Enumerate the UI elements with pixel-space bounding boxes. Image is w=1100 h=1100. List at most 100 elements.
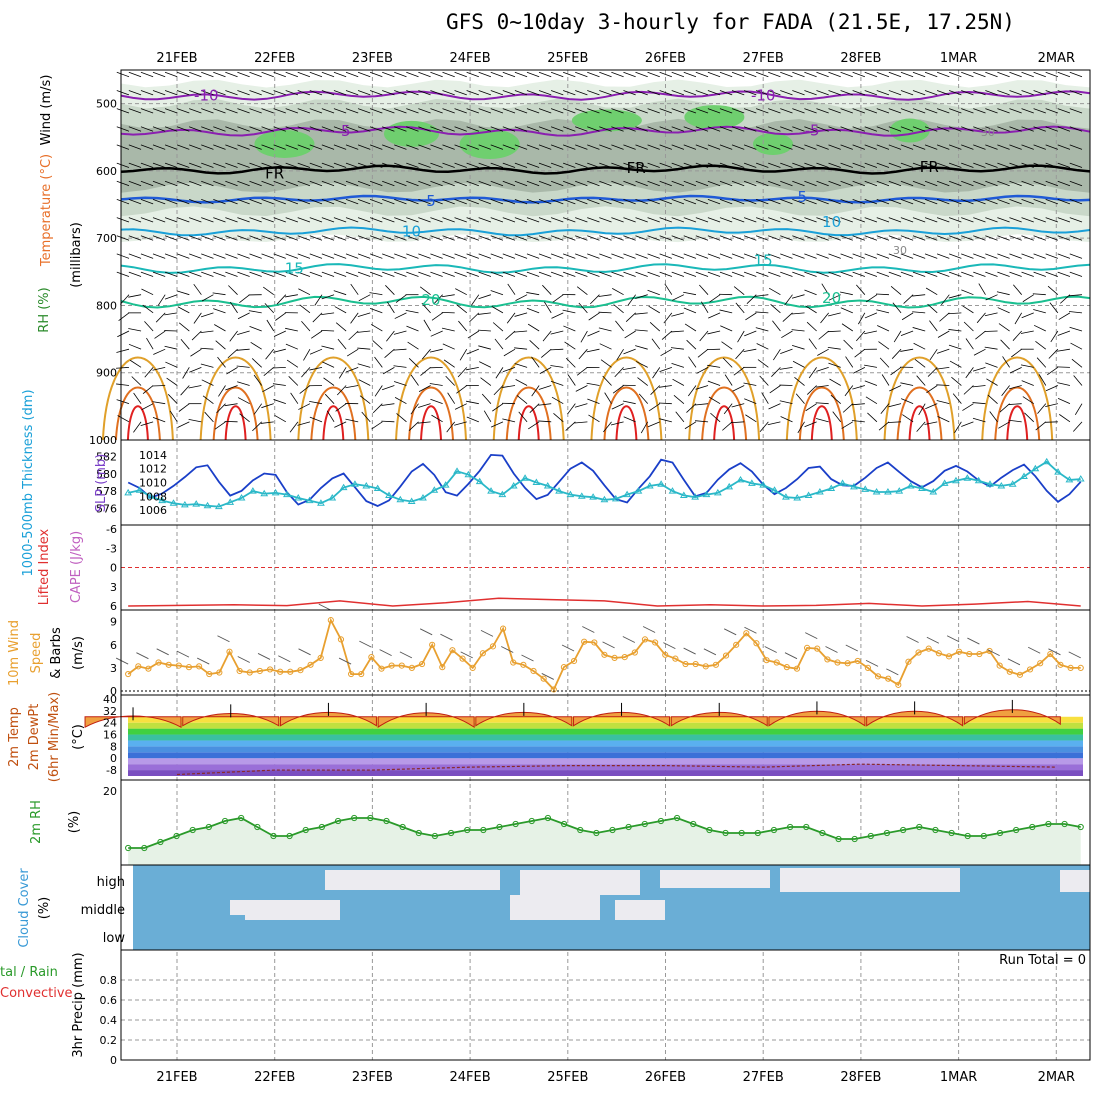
thickness-line-point [1065,475,1074,483]
wind-barb [670,330,684,333]
wind-barb [116,383,130,386]
wind-barb [1057,253,1071,259]
surface-wind-barb [237,656,250,663]
wind-barb [780,162,793,168]
isotherm-35-loop [517,405,540,441]
wind-barb [828,199,841,205]
wind-barb [900,199,914,205]
wind-barb [929,348,938,361]
wind-barb [844,385,854,397]
wind-barb [900,398,914,405]
temp-color-band [128,764,1083,771]
surface-wind-barb [703,648,717,656]
wind-barb [808,338,817,350]
wind-barb [961,180,974,187]
wind-barb [806,321,817,332]
wind-barb [323,377,335,386]
wind-barb [345,90,359,96]
wind-barb [695,403,709,406]
wind-barb [924,271,938,277]
wind-barb [1033,162,1046,168]
wind-barb [201,90,214,96]
wind-barb [1057,235,1071,241]
wind-barb [285,271,299,277]
wind-barb [478,108,492,114]
wind-barb [563,325,576,332]
wind-barb [394,90,407,96]
wind-barb [128,271,142,277]
y-tick-label: 800 [96,299,117,312]
wind-barb [587,144,600,150]
wind-barb [794,377,805,386]
contour-label: 20 [421,291,440,309]
wind-speed-line-point [479,650,486,657]
wind-barb [478,144,492,150]
dewpoint-line [176,763,1057,776]
wind-speed-line-point [398,662,405,669]
wind-barb [502,162,516,168]
wind-barb [442,271,455,277]
wind-barb [550,365,564,368]
thickness-line-point [475,477,484,485]
wind-barb [912,180,926,187]
wind-barb [985,217,998,223]
surface-wind-barb [967,637,980,645]
wind-speed-line-point [195,663,203,670]
wind-barb [1045,403,1058,407]
wind-barb [683,108,697,114]
isotherm-15 [120,263,1091,274]
wind-speed-line-point [287,668,294,675]
wind-speed-line-point [1047,650,1054,658]
wind-barb [466,217,479,223]
wind-barb [562,271,576,277]
rh-line-point [641,820,648,828]
rh-line-point [464,826,471,834]
surface-wind-barb [298,648,311,656]
wind-barb [239,294,250,304]
wind-speed-line-point [347,670,355,678]
rh-line-point [157,838,164,846]
wind-barb [526,271,540,277]
wind-barb [285,144,299,150]
temp-diurnal-hump [182,713,280,727]
wind-barb [840,108,853,114]
wind-barb [477,312,491,315]
wind-barb [213,180,226,187]
wind-barb [299,385,311,394]
wind-barb [490,217,504,223]
wind-barb [117,330,130,338]
wind-barb [989,411,998,423]
surface-wind-barb [197,657,210,665]
rh-line-point [803,823,810,831]
wind-barb [997,180,1010,187]
wind-barb [828,90,841,96]
wind-barb [864,162,878,168]
wind-barb [575,217,588,223]
wind-barb [768,199,781,205]
thickness-line-point [895,487,904,494]
thickness-line-point [498,490,507,498]
wind-barb [345,271,359,277]
wind-barb [780,180,793,187]
wind-barb [273,271,286,277]
wind-barb [261,162,274,168]
wind-barb [297,71,311,78]
wind-barb [164,71,178,78]
wind-barb [804,90,817,96]
wind-speed-line-point [996,662,1003,669]
wind-barb [961,108,974,114]
thickness-line-point [419,494,427,501]
wind-barb [659,71,672,78]
wind-barbs [116,71,1083,434]
wind-barb [731,217,745,223]
wind-barb [828,180,841,187]
wind-barb [382,144,395,150]
wind-speed-line-point [266,666,274,673]
contour-label: -10 [751,87,776,105]
wind-barb [297,199,311,205]
wind-barb [345,162,359,168]
thickness-line-point [963,474,972,481]
wind-barb [454,235,467,241]
wind-barb [345,71,359,78]
wind-barb [695,180,709,187]
